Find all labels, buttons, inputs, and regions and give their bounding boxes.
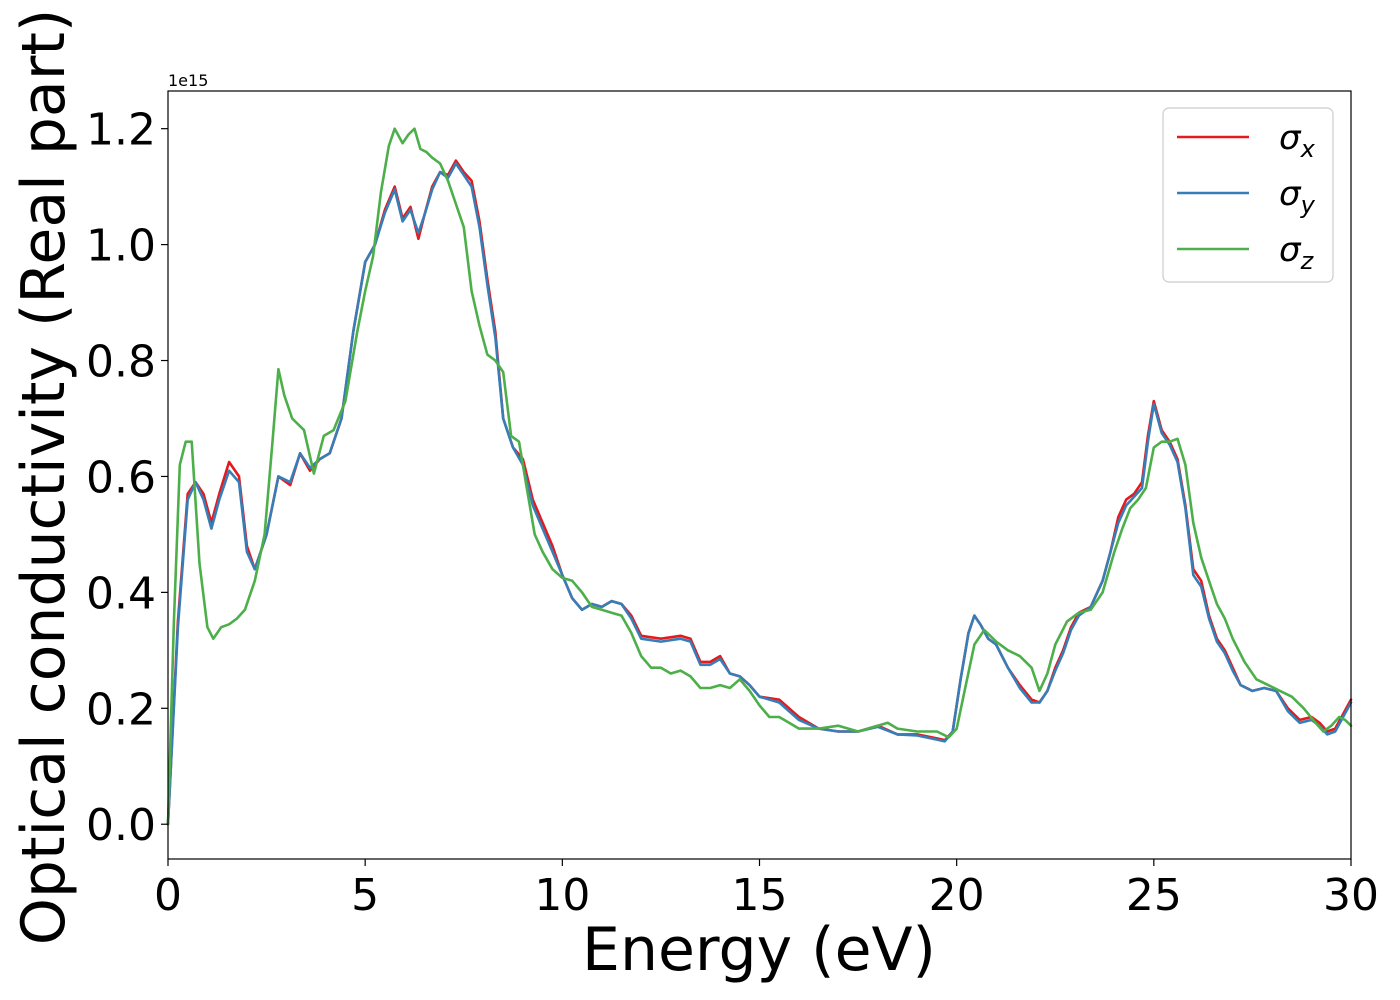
x-tick-label: 30	[1323, 870, 1379, 921]
y-tick-label: 0.8	[86, 337, 156, 388]
series-layer	[166, 127, 1353, 826]
legend-box	[1162, 107, 1334, 283]
x-tick-label: 0	[154, 870, 182, 921]
y-tick-label: 1.0	[86, 221, 156, 272]
series-line-y	[166, 162, 1353, 826]
y-axis-title: Optical conductivity (Real part)	[9, 9, 79, 946]
y-tick-label: 0.2	[86, 684, 156, 735]
y-offset-label: 1e15	[168, 71, 208, 90]
y-tick-label: 0.6	[86, 452, 156, 503]
x-tick-label: 10	[534, 870, 590, 921]
x-axis: 0 5 10 15 20 25 30	[154, 859, 1379, 921]
y-tick-label: 0.4	[86, 568, 156, 619]
x-tick-label: 20	[929, 870, 985, 921]
y-tick-label: 0.0	[86, 800, 156, 851]
x-tick-label: 5	[351, 870, 379, 921]
x-tick-label: 15	[732, 870, 788, 921]
y-tick-label: 1.2	[86, 105, 156, 156]
y-axis: 0.0 0.2 0.4 0.6 0.8 1.0 1.2	[86, 105, 168, 851]
x-tick-label: 25	[1126, 870, 1182, 921]
series-line-z	[166, 127, 1353, 826]
x-axis-title: Energy (eV)	[582, 915, 936, 985]
